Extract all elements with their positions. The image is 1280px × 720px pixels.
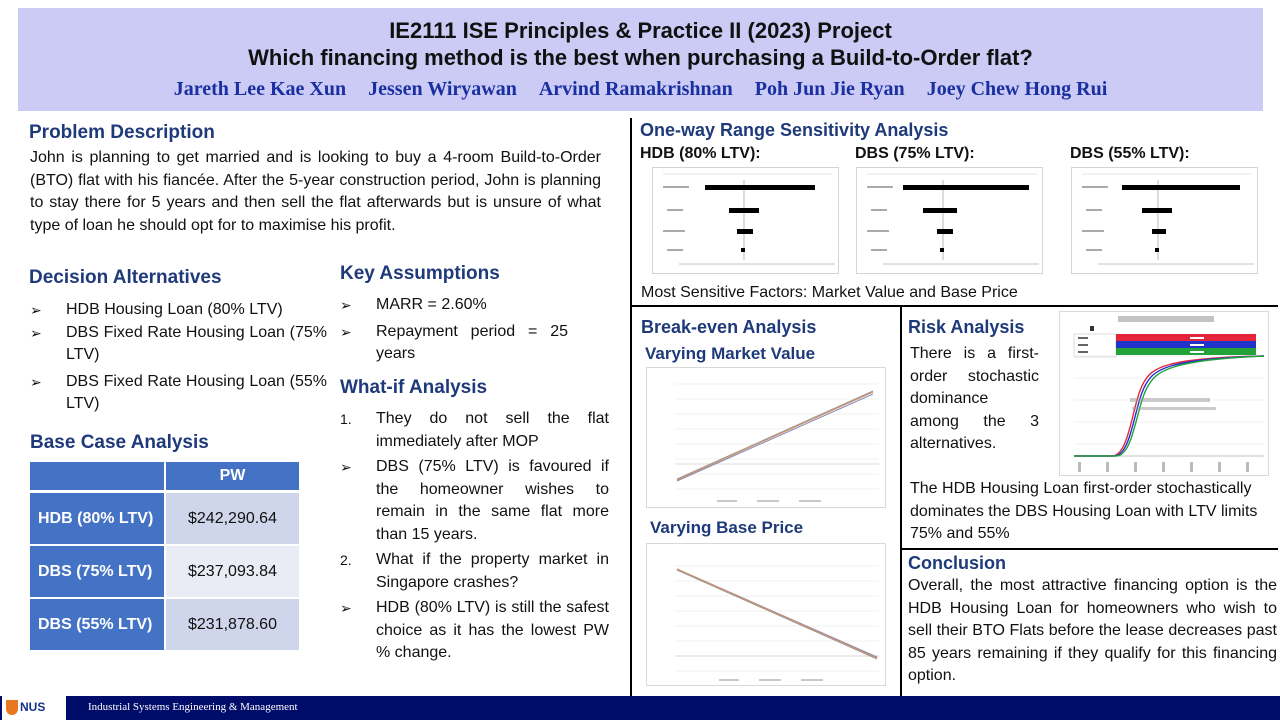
breakeven-heading: Break-even Analysis (641, 317, 817, 337)
table-row: DBS (75% LTV) $237,093.84 (30, 546, 299, 599)
row-value: $231,878.60 (166, 599, 299, 652)
base-case-heading: Base Case Analysis (30, 432, 209, 453)
list-item: ➢ DBS Fixed Rate Housing Loan (55% LTV) (30, 371, 327, 416)
list-item: 1. They do not sell the flat immediately… (340, 408, 609, 453)
author-name: Joey Chew Hong Rui (926, 78, 1108, 100)
distribution-comparison-graphic (1073, 316, 1265, 472)
assumptions-heading: Key Assumptions (340, 263, 500, 284)
poster-title: IE2111 ISE Principles & Practice II (202… (389, 18, 892, 43)
author-name: Jareth Lee Kae Xun (173, 78, 347, 100)
tornado-chart-dbs55 (1071, 167, 1258, 274)
bullet-arrow-icon: ➢ (340, 297, 352, 313)
conclusion-text: Overall, the most attractive financing o… (908, 577, 1277, 684)
author-name: Poh Jun Jie Ryan (754, 78, 905, 100)
distribution-comparison-chart (1059, 311, 1269, 476)
list-item: 2. What if the property market in Singap… (340, 549, 609, 594)
list-item: ➢ MARR = 2.60% (340, 294, 568, 317)
row-label: DBS (75% LTV) (30, 546, 166, 599)
list-item: ➢ DBS Fixed Rate Housing Loan (75% LTV) (30, 322, 327, 367)
risk-text-conclusion: The HDB Housing Loan first-order stochas… (910, 480, 1258, 542)
list-number: 2. (340, 552, 352, 568)
sensitivity-panel-label: DBS (55% LTV): (1070, 145, 1190, 162)
row-label: DBS (55% LTV) (30, 599, 166, 652)
bullet-arrow-icon: ➢ (340, 600, 352, 616)
bullet-arrow-icon: ➢ (340, 323, 352, 340)
alternatives-heading: Decision Alternatives (29, 267, 222, 288)
tornado-chart-graphic (663, 173, 835, 265)
sensitivity-panel-label: DBS (75% LTV): (855, 145, 975, 162)
list-item: ➢ DBS (75% LTV) is favoured if the homeo… (340, 456, 609, 546)
market-value-chart-graphic (675, 383, 879, 502)
bullet-arrow-icon: ➢ (30, 302, 42, 318)
bullet-arrow-icon: ➢ (30, 324, 42, 341)
table-row: HDB (80% LTV) $242,290.64 (30, 493, 299, 546)
author-name: Jessen Wiryawan (368, 78, 517, 100)
conclusion-heading: Conclusion (908, 553, 1006, 573)
sensitivity-panel-label: HDB (80% LTV): (640, 145, 761, 162)
market-value-chart (646, 367, 886, 508)
column-header: PW (166, 462, 299, 493)
author-name: Arvind Ramakrishnan (538, 78, 733, 100)
crest-icon (6, 700, 18, 715)
base-case-table: PW HDB (80% LTV) $242,290.64 DBS (75% LT… (30, 462, 299, 652)
row-label: HDB (80% LTV) (30, 493, 166, 546)
tornado-chart-dbs75 (856, 167, 1043, 274)
section-divider (900, 548, 1278, 550)
list-number: 1. (340, 411, 352, 427)
alternatives-list: ➢ HDB Housing Loan (80% LTV) ➢ DBS Fixed… (30, 299, 327, 416)
sensitivity-summary: Most Sensitive Factors: Market Value and… (641, 284, 1018, 301)
whatif-list: 1. They do not sell the flat immediately… (340, 408, 609, 665)
problem-text: John is planning to get married and is l… (30, 149, 601, 234)
list-item: ➢ HDB Housing Loan (80% LTV) (30, 299, 327, 322)
list-item: ➢ Repayment period = 25 years (340, 321, 568, 366)
tornado-chart-graphic (1082, 173, 1254, 265)
table-header-row: PW (30, 462, 299, 493)
column-divider (630, 118, 632, 696)
assumptions-list: ➢ MARR = 2.60% ➢ Repayment period = 25 y… (340, 294, 568, 366)
bullet-arrow-icon: ➢ (340, 459, 352, 475)
base-price-chart (646, 543, 886, 686)
problem-heading: Problem Description (29, 122, 215, 143)
sensitivity-heading: One-way Range Sensitivity Analysis (640, 120, 949, 140)
base-price-chart-graphic (675, 565, 879, 681)
table-row: DBS (55% LTV) $231,878.60 (30, 599, 299, 652)
base-price-heading: Varying Base Price (650, 518, 804, 537)
row-value: $242,290.64 (166, 493, 299, 546)
market-value-heading: Varying Market Value (645, 344, 816, 363)
tornado-chart-hdb (652, 167, 839, 274)
column-divider (900, 305, 902, 696)
author-list: Jareth Lee Kae Xun Jessen Wiryawan Arvin… (18, 78, 1263, 101)
section-divider (630, 305, 1278, 307)
poster-header: IE2111 ISE Principles & Practice II (202… (18, 8, 1263, 111)
risk-heading: Risk Analysis (908, 317, 1025, 337)
nus-logo: NUS (2, 696, 66, 720)
poster-subtitle: Which financing method is the best when … (248, 45, 1033, 70)
row-value: $237,093.84 (166, 546, 299, 599)
department-name: Industrial Systems Engineering & Managem… (88, 701, 298, 713)
whatif-heading: What-if Analysis (340, 377, 488, 398)
tornado-chart-graphic (867, 173, 1039, 265)
bullet-arrow-icon: ➢ (30, 373, 42, 390)
list-item: ➢ HDB (80% LTV) is still the safest choi… (340, 597, 609, 665)
risk-text-dominance: There is a first-order stochastic domina… (910, 345, 1039, 452)
footer-bar: NUS Industrial Systems Engineering & Man… (0, 696, 1280, 720)
